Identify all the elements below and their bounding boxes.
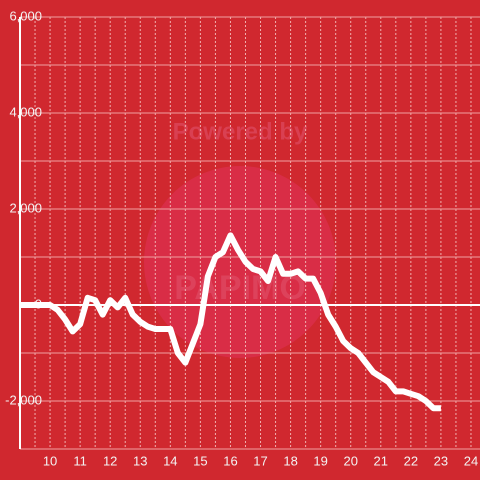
x-tick-label: 21 [374, 453, 388, 468]
y-tick-label: 4,000 [9, 104, 42, 119]
y-tick-label: -2,000 [5, 392, 42, 407]
x-tick-label: 19 [313, 453, 327, 468]
x-tick-label: 23 [434, 453, 448, 468]
watermark-circle [144, 166, 336, 358]
watermark-text: Powered by [173, 118, 308, 145]
x-tick-label: 14 [163, 453, 177, 468]
x-tick-label: 11 [73, 453, 87, 468]
data-line [20, 232, 441, 412]
x-tick-label: 24 [464, 453, 478, 468]
x-tick-label: 13 [133, 453, 147, 468]
x-tick-label: 20 [343, 453, 357, 468]
y-tick-label: 6,000 [9, 8, 42, 23]
y-tick-label: 2,000 [9, 200, 42, 215]
x-tick-label: 12 [103, 453, 117, 468]
x-tick-label: 22 [404, 453, 418, 468]
x-tick-label: 15 [193, 453, 207, 468]
x-tick-label: 10 [43, 453, 57, 468]
x-tick-label: 17 [253, 453, 267, 468]
x-tick-label: 18 [283, 453, 297, 468]
x-tick-label: 16 [223, 453, 237, 468]
